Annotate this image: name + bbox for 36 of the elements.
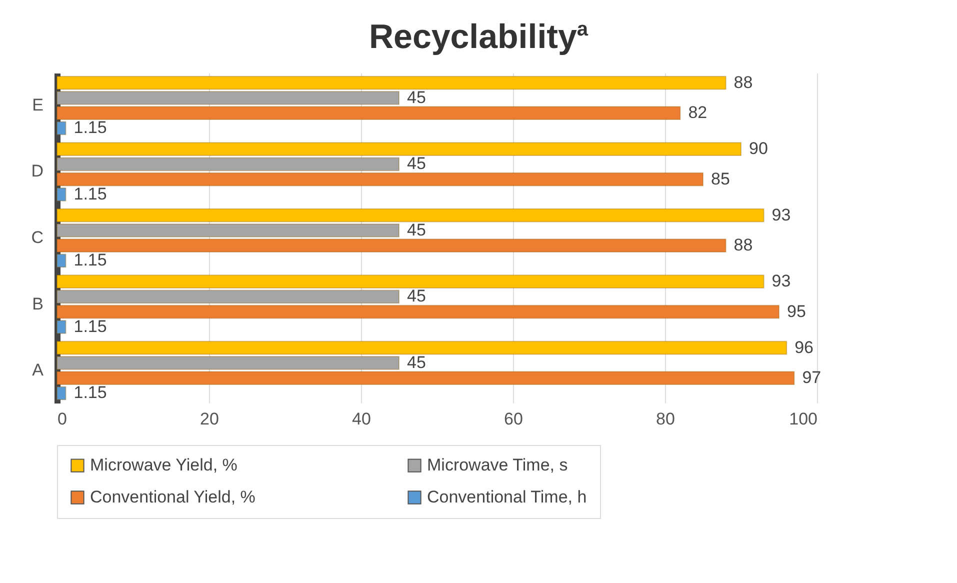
data-label: 1.15 [74, 184, 107, 204]
y-tick-label: B [32, 294, 44, 314]
y-tick-label: C [31, 228, 44, 247]
data-label: 88 [734, 72, 753, 92]
data-label: 95 [787, 302, 806, 321]
data-label: 1.15 [74, 118, 107, 138]
data-label: 45 [407, 352, 426, 372]
data-label: 85 [711, 169, 730, 188]
data-label: 45 [407, 286, 426, 306]
data-label: 97 [802, 368, 822, 388]
data-label: 96 [794, 338, 814, 357]
x-tick-label: 100 [789, 410, 818, 428]
x-tick-label: 0 [58, 410, 67, 428]
data-label: 88 [734, 236, 753, 255]
data-label: 45 [407, 154, 426, 174]
data-label: 1.15 [74, 383, 107, 402]
y-tick-label: D [31, 162, 44, 181]
x-tick-label: 20 [200, 410, 219, 428]
legend-label: Microwave Time, s [427, 456, 568, 475]
legend-label: Conventional Yield, % [90, 488, 256, 506]
data-label: 45 [407, 220, 426, 240]
data-label: 45 [407, 88, 426, 107]
data-label: 1.15 [74, 250, 107, 270]
data-label: 1.15 [74, 316, 107, 336]
data-label: 90 [749, 139, 768, 158]
legend-label: Microwave Yield, % [90, 456, 238, 475]
chart-title: Recyclability$^{a}$ [368, 17, 590, 58]
data-label: 82 [688, 103, 708, 122]
legend-label: Conventional Time, h [427, 488, 587, 506]
data-label: 93 [772, 205, 791, 224]
y-tick-label: E [32, 95, 44, 114]
data-label: 93 [772, 272, 791, 291]
x-tick-label: 60 [504, 410, 523, 428]
x-tick-label: 40 [352, 410, 371, 428]
x-tick-label: 80 [656, 410, 675, 428]
y-tick-label: A [32, 360, 44, 380]
